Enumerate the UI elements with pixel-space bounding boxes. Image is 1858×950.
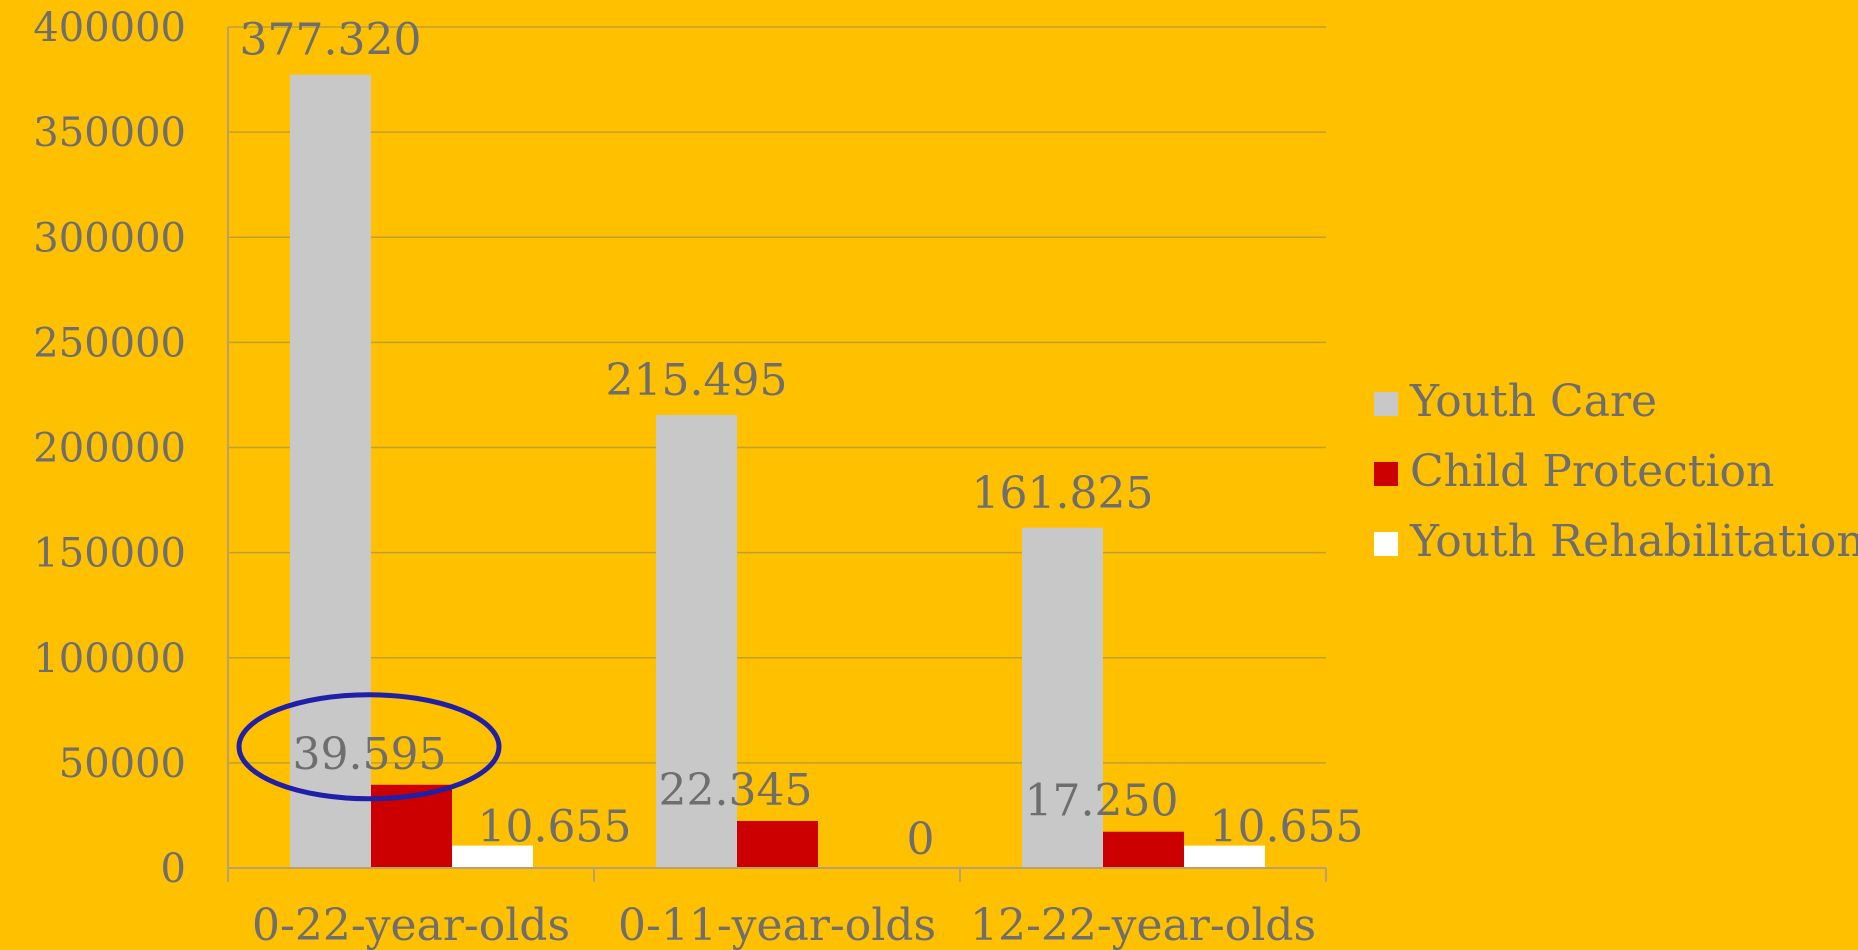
data-labels: 377.320 39.595 10.655 215.495 22.345 0 161.825… <box>240 15 1364 865</box>
legend-label: Child Protection <box>1410 446 1774 497</box>
category-label: 0-11-year-olds <box>618 900 936 950</box>
bar-youth-care <box>656 414 737 868</box>
data-label: 39.595 <box>293 729 447 780</box>
y-tick-label: 150000 <box>33 531 186 577</box>
data-label: 161.825 <box>972 468 1154 519</box>
data-label: 0 <box>907 814 935 865</box>
data-label: 10.655 <box>1210 802 1364 853</box>
data-label: 377.320 <box>240 15 422 66</box>
bar-child-protection <box>1103 831 1184 868</box>
legend-label: Youth Care <box>1409 376 1657 427</box>
legend-swatch <box>1374 392 1398 416</box>
category-labels: 0-22-year-olds 0-11-year-olds 12-22-year-o… <box>252 900 1316 950</box>
legend: Youth Care Child Protection Youth Rehabili… <box>1374 376 1858 567</box>
y-tick-label: 50000 <box>59 741 186 787</box>
y-tick-label: 100000 <box>33 636 186 682</box>
bar-youth-rehabilitation <box>1184 845 1265 868</box>
bar-youth-rehabilitation <box>452 845 533 868</box>
y-tick-label: 300000 <box>33 215 186 261</box>
legend-swatch <box>1374 532 1398 556</box>
data-label: 215.495 <box>606 355 788 406</box>
bar-youth-care <box>290 74 371 869</box>
highlight-annotation <box>236 692 502 802</box>
data-label: 22.345 <box>659 765 813 816</box>
y-tick-label: 350000 <box>33 110 186 156</box>
category-label: 12-22-year-olds <box>970 900 1316 950</box>
y-tick-label: 250000 <box>33 320 186 366</box>
data-label: 17.250 <box>1025 776 1179 827</box>
x-axis <box>227 27 1327 882</box>
y-tick-label: 0 <box>161 846 186 892</box>
highlight-ellipse <box>236 692 502 802</box>
legend-swatch <box>1374 462 1398 486</box>
gridlines <box>228 26 1326 764</box>
bar-youth-care <box>1022 527 1103 868</box>
y-tick-label: 400000 <box>33 5 186 51</box>
category-label: 0-22-year-olds <box>252 900 570 950</box>
legend-label: Youth Rehabilitation <box>1409 516 1858 567</box>
bar-child-protection <box>737 821 818 868</box>
data-label: 10.655 <box>478 802 632 853</box>
y-tick-label: 200000 <box>33 426 186 472</box>
y-axis-ticks: 0 50000 100000 150000 200000 250000 300000 3500… <box>33 5 186 892</box>
